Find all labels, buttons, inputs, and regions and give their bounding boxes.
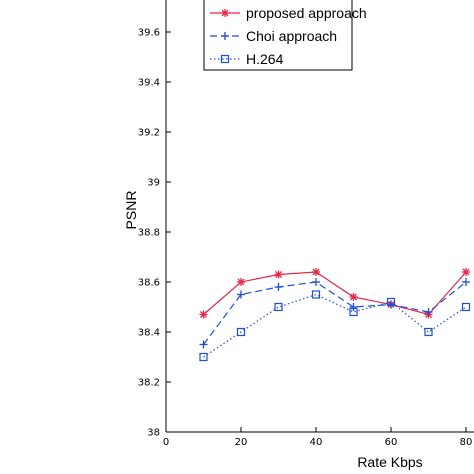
data-point-plus (274, 283, 283, 291)
data-point-square (349, 307, 358, 317)
legend-label: Choi approach (246, 28, 337, 44)
x-tick-label: 60 (385, 437, 398, 448)
data-point-plus (462, 278, 470, 286)
y-tick-label: 39.2 (138, 128, 160, 139)
legend-label: proposed approach (246, 5, 367, 21)
data-point-star (462, 268, 470, 276)
y-tick-label: 39 (147, 178, 160, 189)
legend-item: proposed approach (210, 5, 367, 21)
y-axis-label: PSNR (123, 191, 139, 230)
y-tick-label: 38 (147, 428, 160, 439)
data-point-plus (387, 300, 395, 309)
data-point-square (311, 290, 321, 299)
data-point-star (274, 270, 283, 279)
data-point-star (312, 268, 320, 276)
x-axis-label: Rate Kbps (357, 454, 422, 470)
legend-item: Choi approach (210, 28, 337, 44)
axes: 3838.238.438.638.83939.239.439.639.80204… (138, 0, 474, 448)
data-point-plus (221, 32, 229, 40)
x-tick-label: 20 (235, 437, 248, 448)
legend: proposed approach Choi approach H.264 (203, 0, 367, 71)
series-line (203, 271, 467, 316)
data-point-star (349, 293, 358, 301)
x-tick-label: 40 (310, 437, 323, 448)
y-tick-label: 39.4 (138, 78, 160, 89)
data-point-star (221, 9, 229, 17)
y-tick-label: 38.6 (138, 278, 160, 289)
legend-item: H.264 (210, 51, 284, 67)
data-point-plus (349, 303, 358, 311)
series-choi-approach (199, 278, 470, 349)
data-point-star (237, 278, 245, 286)
data-point-square (461, 302, 471, 312)
series-line (203, 281, 467, 345)
data-point-square (236, 327, 246, 337)
data-point-plus (312, 278, 320, 286)
data-point-square (274, 302, 283, 312)
series-line (203, 293, 467, 358)
data-point-square (424, 327, 433, 337)
data-point-plus (424, 308, 433, 316)
data-point-plus (199, 340, 208, 349)
y-tick-label: 38.2 (138, 378, 160, 389)
series-h-264 (199, 290, 471, 362)
x-tick-label: 0 (163, 437, 169, 448)
series-layer (199, 268, 471, 362)
data-point-star (199, 310, 208, 319)
y-tick-label: 39.6 (138, 28, 160, 39)
y-tick-label: 38.4 (138, 328, 160, 339)
legend-label: H.264 (246, 51, 284, 67)
data-point-square (386, 297, 396, 307)
data-point-plus (237, 290, 245, 299)
x-tick-label: 80 (460, 437, 473, 448)
series-proposed-approach (199, 268, 470, 319)
data-point-square (199, 352, 208, 362)
data-point-square (220, 54, 230, 64)
y-tick-label: 38.8 (138, 228, 160, 239)
